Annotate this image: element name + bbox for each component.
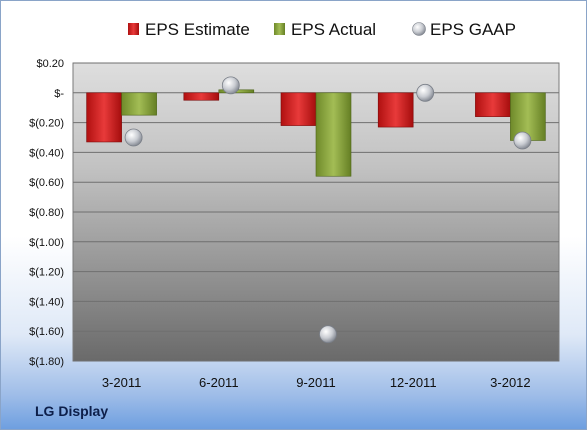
eps-actual-bar [510,92,546,141]
eps-gaap-legend-swatch [412,22,426,36]
eps-gaap-marker [221,76,240,95]
eps-estimate-bar [475,92,511,117]
markers-layer [124,76,532,344]
eps-estimate-bar [280,92,317,126]
x-category-label: 6-2011 [199,375,239,390]
legend-label: EPS GAAP [430,20,516,39]
x-category-label: 12-2011 [390,375,437,390]
x-axis: 3-2011 6-2011 9-2011 12-2011 3-2012 [102,375,531,390]
eps-gaap-marker [513,131,532,150]
y-tick-label: $(1.00) [29,237,64,249]
x-category-label: 3-2011 [102,375,142,390]
y-axis: $0.20 $- $(0.20) $(0.40) $(0.60) $(0.80) $(1.0… [29,58,64,368]
y-tick-label: $- [54,88,64,100]
y-tick-label: $(1.20) [29,267,64,279]
y-tick-label: $(0.80) [29,207,64,219]
y-tick-label: $(1.60) [29,326,64,338]
company-label: LG Display [35,403,109,419]
eps-estimate-bar [377,92,414,128]
eps-gaap-marker [416,83,435,102]
legend-label: EPS Actual [291,20,376,39]
eps-actual-bar [315,92,352,177]
eps-gaap-marker [319,325,337,344]
x-category-label: 9-2011 [296,375,336,390]
y-tick-label: $(0.40) [29,147,64,159]
eps-estimate-bar [183,92,220,101]
eps-actual-legend-swatch [274,23,285,35]
eps-actual-bar [121,92,157,116]
y-tick-label: $(1.80) [29,356,64,368]
y-tick-label: $(1.40) [29,296,64,308]
y-tick-label: $0.20 [36,58,64,70]
eps-estimate-bar [86,92,122,143]
legend-label: EPS Estimate [145,20,250,39]
x-category-label: 3-2012 [490,375,530,390]
eps-estimate-legend-swatch [128,23,139,35]
y-tick-label: $(0.20) [29,118,64,130]
legend: EPS Estimate EPS Actual EPS GAAP [128,20,516,39]
bars-layer [86,89,546,177]
eps-gaap-marker [124,128,143,147]
y-tick-label: $(0.60) [29,177,64,189]
